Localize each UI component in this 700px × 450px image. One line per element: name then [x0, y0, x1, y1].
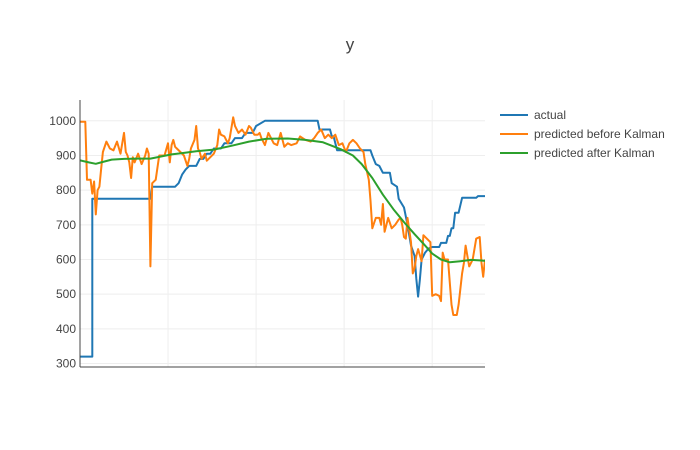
chart-title: y — [346, 35, 355, 54]
y-tick-label: 300 — [56, 357, 76, 371]
legend-label: actual — [534, 108, 566, 122]
grid — [80, 100, 485, 367]
y-tick-label: 800 — [56, 183, 76, 197]
plot-area — [80, 116, 485, 358]
axes: 300 400 500 600 700 800 900 1000 — [49, 100, 485, 371]
y-tick-label: 700 — [56, 218, 76, 232]
legend-label: predicted before Kalman — [534, 127, 665, 141]
series-line-predicted-before-kalman — [80, 116, 485, 316]
legend[interactable]: actual predicted before Kalman predicted a… — [500, 108, 665, 160]
y-tick-label: 1000 — [49, 114, 76, 128]
y-tick-label: 400 — [56, 322, 76, 336]
legend-item[interactable]: predicted after Kalman — [500, 146, 655, 160]
y-tick-label: 900 — [56, 148, 76, 162]
legend-label: predicted after Kalman — [534, 146, 655, 160]
series-line-actual — [80, 119, 485, 358]
legend-item[interactable]: actual — [500, 108, 566, 122]
y-tick-label: 600 — [56, 253, 76, 267]
series-line-predicted-after-kalman — [80, 137, 485, 264]
legend-item[interactable]: predicted before Kalman — [500, 127, 665, 141]
y-tick-label: 500 — [56, 287, 76, 301]
